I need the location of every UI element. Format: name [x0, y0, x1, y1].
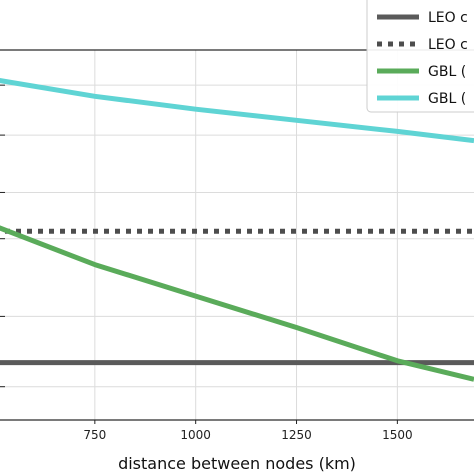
- x-axis-label: distance between nodes (km): [118, 454, 356, 473]
- legend-box: [366, 0, 474, 113]
- plot-series: [0, 78, 474, 382]
- series-line-4: [0, 78, 474, 144]
- legend: LEO c LEO c GBL ( GBL (: [366, 0, 474, 113]
- x-tick-label: 1000: [180, 428, 211, 442]
- legend-label: LEO c: [428, 37, 468, 53]
- series-line-3: [0, 225, 474, 382]
- legend-label: GBL (: [428, 91, 466, 107]
- x-tick-label: 750: [83, 428, 106, 442]
- plot-frame: [0, 49, 474, 421]
- legend-label: LEO c: [428, 10, 468, 26]
- x-tick-label: 1250: [281, 428, 312, 442]
- legend-label: GBL (: [428, 64, 466, 80]
- x-axis-ticks: 0750100012501500: [83, 420, 413, 442]
- x-tick-label: 1500: [382, 428, 413, 442]
